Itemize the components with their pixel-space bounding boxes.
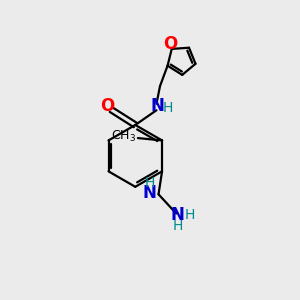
Text: N: N — [150, 97, 164, 115]
Text: H: H — [145, 176, 155, 190]
Text: H: H — [172, 219, 183, 233]
Text: CH$_3$: CH$_3$ — [111, 129, 136, 144]
Text: N: N — [171, 206, 184, 224]
Text: H: H — [163, 101, 173, 115]
Text: O: O — [100, 97, 115, 115]
Text: H: H — [184, 208, 195, 222]
Text: O: O — [163, 35, 177, 53]
Text: N: N — [143, 184, 157, 202]
